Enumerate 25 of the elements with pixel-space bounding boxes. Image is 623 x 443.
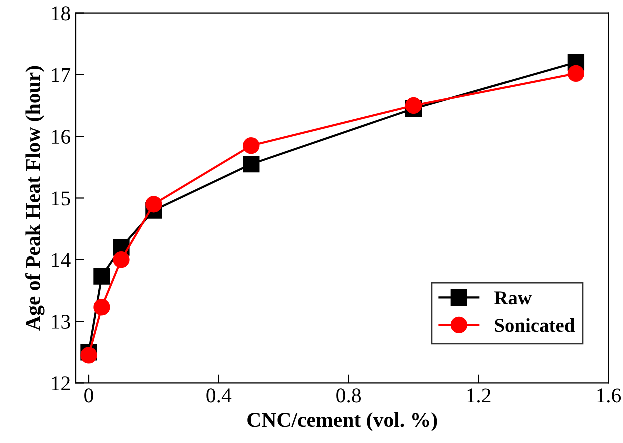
point (80, 347, 98, 364)
y-tick-label: 13 (52, 314, 70, 329)
point (243, 156, 260, 173)
y-tick-label: 18 (52, 6, 70, 21)
point (405, 97, 422, 114)
point (146, 196, 162, 213)
x-tick-label: 0 (84, 388, 94, 403)
x-tick-label: 1.2 (468, 388, 491, 403)
x-tick-label: 1.6 (597, 388, 622, 403)
point (94, 299, 110, 316)
x-tick-label: 0.8 (336, 388, 362, 403)
x-tick-label: 0.4 (206, 388, 232, 403)
y-tick-label: 12 (52, 376, 70, 390)
y-tick-label: 17 (52, 68, 71, 82)
point (568, 65, 585, 82)
y-tick-label: 16 (52, 130, 71, 144)
point (94, 268, 110, 285)
point (243, 138, 260, 154)
y-axis-title: Age of Peak Heat Flow (hour) (25, 66, 45, 331)
legend-label: Sonicated (495, 318, 575, 332)
legend-label: Raw (494, 292, 532, 305)
y-tick-label: 15 (52, 192, 70, 206)
y-tick-label: 14 (52, 253, 71, 268)
x-axis-title: CNC/cement (vol. %) (248, 412, 438, 432)
point (113, 252, 130, 268)
